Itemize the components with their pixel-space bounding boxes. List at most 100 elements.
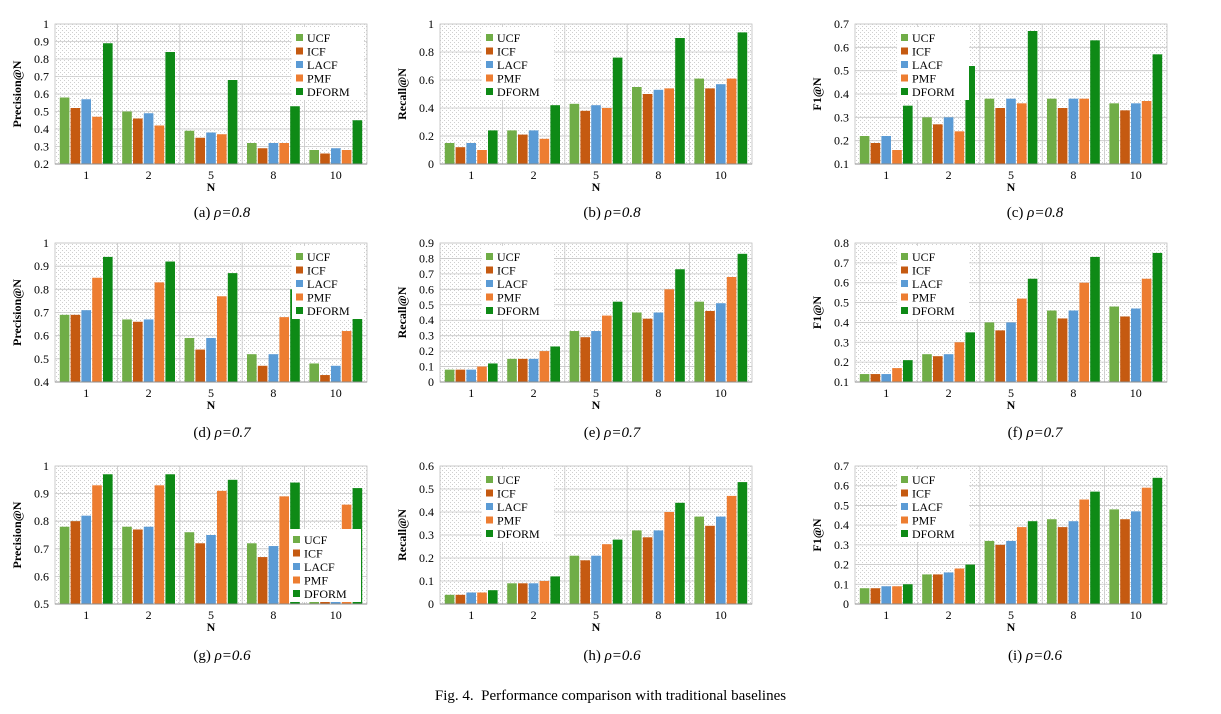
bar-ucf-n8 — [632, 312, 642, 382]
bar-icf-n10 — [320, 375, 330, 382]
bar-dform-n8 — [290, 289, 300, 382]
legend-box — [289, 529, 361, 602]
y-tick-label: 0.6 — [419, 282, 434, 296]
chart-h: 0 0.1 0.2 0.3 0.4 0.5 0.6 1 2 5 8 10 N Recall@N UCFICF… — [395, 459, 753, 634]
x-tick-label: 1 — [83, 386, 89, 400]
legend-swatch-icf — [486, 266, 493, 274]
bar-icf-n8 — [1057, 318, 1068, 382]
legend-swatch-icf — [486, 489, 493, 497]
x-axis-title: N — [592, 620, 601, 634]
bar-ucf-n10 — [309, 363, 319, 382]
x-tick-label: 1 — [83, 608, 89, 622]
legend-label-pmf: PMF — [497, 514, 521, 528]
legend-swatch-dform — [293, 590, 300, 597]
bar-lacf-n1 — [81, 310, 91, 382]
bar-dform-n1 — [488, 130, 498, 164]
legend-label-ucf: UCF — [497, 473, 521, 487]
bar-dform-n5 — [227, 273, 238, 382]
y-tick-label: 0.8 — [34, 52, 49, 66]
bar-pmf-n2 — [154, 485, 165, 604]
y-tick-label: 0 — [428, 375, 434, 389]
bar-pmf-n10 — [1141, 101, 1152, 164]
bar-ucf-n1 — [859, 374, 870, 382]
bar-lacf-n5 — [206, 337, 216, 382]
x-tick-label: 10 — [1130, 386, 1142, 400]
subfigure-caption-f: (f) ρ=0.7 — [1008, 425, 1064, 441]
bar-lacf-n8 — [1068, 310, 1079, 382]
bar-ucf-n8 — [1047, 310, 1057, 382]
legend-box — [897, 469, 969, 542]
bar-dform-n10 — [737, 253, 748, 382]
x-tick-label: 2 — [946, 168, 952, 182]
subfigure-rho: ρ=0.6 — [214, 648, 252, 664]
legend-label-pmf: PMF — [304, 574, 328, 588]
bar-lacf-n8 — [268, 354, 279, 382]
y-tick-label: 0.7 — [834, 17, 849, 31]
legend-swatch-lacf — [296, 61, 303, 68]
bar-pmf-n10 — [1141, 487, 1152, 604]
y-tick-label: 0.9 — [34, 35, 49, 49]
bar-pmf-n5 — [602, 108, 612, 164]
legend-label-dform: DFORM — [912, 527, 955, 541]
legend-box — [897, 246, 969, 319]
y-tick-label: 0.3 — [834, 538, 849, 552]
figure-caption: Fig. 4. Performance comparison with trad… — [0, 688, 1221, 705]
legend-label-dform: DFORM — [497, 85, 540, 99]
x-tick-label: 8 — [1070, 608, 1076, 622]
x-axis-title: N — [592, 180, 601, 194]
legend-label-icf: ICF — [304, 547, 323, 561]
bar-pmf-n2 — [154, 282, 165, 382]
legend-label-pmf: PMF — [912, 72, 936, 86]
bar-pmf-n8 — [664, 88, 674, 164]
x-tick-label: 1 — [883, 386, 889, 400]
bar-icf-n5 — [195, 543, 205, 604]
y-tick-label: 1 — [43, 236, 49, 250]
chart-g: 0.5 0.6 0.7 0.8 0.9 1 1 2 5 8 10 N Precision@N UCFICF… — [10, 459, 368, 634]
bar-icf-n2 — [933, 124, 943, 164]
legend-swatch-lacf — [486, 61, 493, 68]
subfigure-caption-a: (a) ρ=0.8 — [194, 205, 251, 221]
legend-box — [292, 246, 364, 319]
subfigure-label: (g) — [193, 648, 214, 664]
x-tick-label: 1 — [883, 168, 889, 182]
bar-pmf-n5 — [1017, 103, 1027, 164]
subfigure-rho: ρ=0.6 — [1025, 648, 1063, 664]
bar-icf-n1 — [870, 143, 881, 164]
bar-ucf-n2 — [122, 319, 132, 382]
bar-dform-n2 — [165, 474, 175, 604]
y-tick-label: 0.2 — [419, 344, 434, 358]
legend-swatch-pmf — [486, 293, 493, 301]
bar-lacf-n8 — [653, 89, 664, 164]
bar-dform-n10 — [1152, 54, 1163, 165]
bar-icf-n5 — [995, 544, 1005, 604]
y-tick-label: 0 — [428, 597, 434, 611]
legend-swatch-dform — [901, 530, 908, 537]
legend-label-icf: ICF — [497, 487, 516, 501]
subfigure-rho: ρ=0.7 — [214, 425, 253, 441]
bar-dform-n5 — [612, 301, 623, 382]
x-tick-label: 8 — [655, 608, 661, 622]
y-tick-label: 0.4 — [834, 518, 849, 532]
x-tick-label: 2 — [946, 386, 952, 400]
bar-ucf-n1 — [59, 526, 70, 604]
x-axis-title: N — [207, 398, 216, 412]
bar-ucf-n2 — [922, 574, 932, 604]
bar-dform-n5 — [612, 57, 623, 164]
bar-dform-n2 — [165, 52, 175, 164]
x-tick-label: 10 — [715, 608, 727, 622]
legend-label-dform: DFORM — [912, 304, 955, 318]
legend-swatch-icf — [486, 47, 493, 55]
bar-dform-n1 — [103, 256, 113, 382]
bar-ucf-n1 — [444, 594, 455, 604]
bar-pmf-n1 — [892, 150, 902, 164]
legend-label-icf: ICF — [497, 45, 516, 59]
bar-icf-n2 — [518, 134, 528, 164]
x-tick-label: 5 — [208, 386, 214, 400]
legend-label-lacf: LACF — [497, 58, 528, 72]
subfigure-caption-h: (h) ρ=0.6 — [583, 648, 641, 664]
x-axis-title: N — [207, 620, 216, 634]
legend-box — [482, 27, 554, 100]
bar-lacf-n10 — [1131, 103, 1141, 164]
bar-lacf-n10 — [331, 148, 341, 164]
bar-pmf-n10 — [726, 495, 737, 604]
